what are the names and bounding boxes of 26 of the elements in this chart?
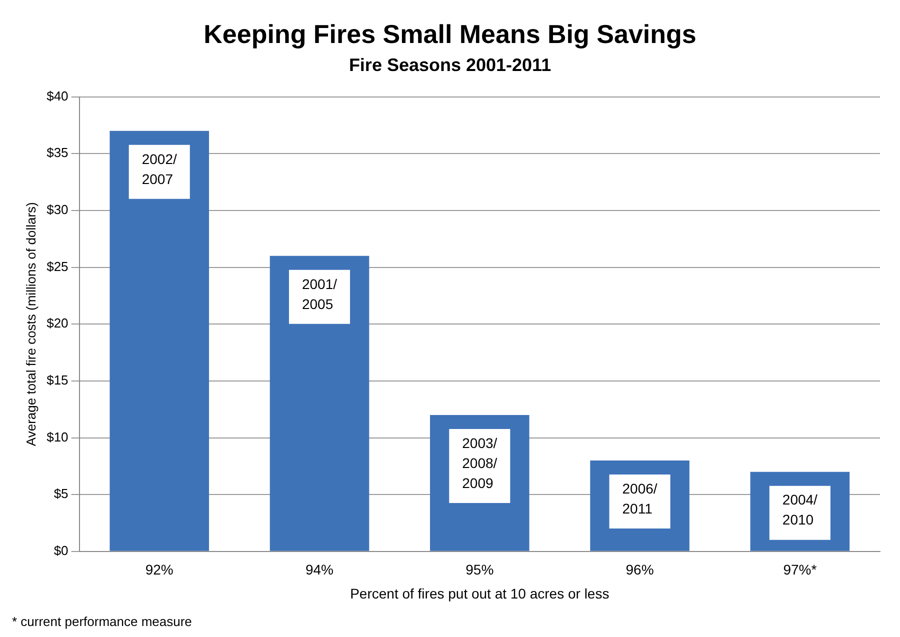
x-tick-label: 95% bbox=[466, 562, 494, 578]
bar bbox=[270, 256, 370, 551]
annotation: 2006/ 2011 bbox=[622, 480, 658, 516]
annotation: 2002/ 2007 bbox=[142, 150, 177, 187]
y-tick-label: $20 bbox=[46, 316, 68, 331]
chart-subtitle: Fire Seasons 2001-2011 bbox=[348, 54, 552, 75]
x-tick-label: 94% bbox=[305, 562, 334, 578]
y-tick-label: $25 bbox=[46, 258, 68, 274]
y-tick-label: $0 bbox=[54, 542, 68, 558]
x-tick-label: 92% bbox=[145, 562, 174, 578]
text: * current performance measure bbox=[12, 614, 192, 630]
y-axis-title: Average total fire costs (millions of dollars) bbox=[23, 202, 38, 446]
y-tick-label: $35 bbox=[46, 145, 68, 160]
annotation: 2001/ 2005 bbox=[302, 276, 338, 312]
bar bbox=[110, 130, 210, 551]
y-tick-label: $5 bbox=[54, 486, 68, 502]
x-tick-label: 96% bbox=[626, 562, 654, 578]
annotation: 2004/ 2010 bbox=[782, 492, 818, 528]
y-tick-label: $40 bbox=[46, 88, 68, 104]
y-tick-label: $15 bbox=[46, 372, 68, 388]
y-tick-label: $10 bbox=[46, 429, 68, 444]
x-tick-label: 97%* bbox=[783, 562, 818, 578]
chart-title: Keeping Fires Small Means Big Savings bbox=[204, 18, 696, 49]
y-tick-label: $30 bbox=[46, 202, 68, 218]
annotation: 2003/ 2008/ 2009 bbox=[462, 434, 498, 491]
x-axis-title: Percent of fires put out at 10 acres or less bbox=[350, 585, 610, 602]
